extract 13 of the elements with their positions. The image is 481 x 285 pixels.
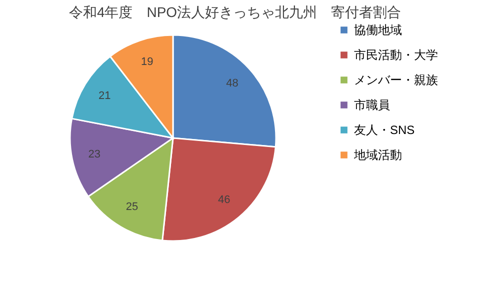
legend-label: 市職員 — [354, 98, 390, 112]
legend-label: 協働地域 — [354, 23, 402, 37]
chart-title: 令和4年度 NPO法人好きっちゃ北九州 寄付者割合 — [68, 4, 402, 20]
data-label: 23 — [88, 148, 100, 161]
data-label: 21 — [98, 90, 111, 102]
legend-label: メンバー・親族 — [354, 73, 438, 87]
data-label: 48 — [226, 78, 238, 90]
data-label: 46 — [218, 194, 230, 206]
legend-label: 地域活動 — [353, 148, 402, 162]
legend-label: 友人・SNS — [354, 123, 415, 137]
data-label: 19 — [140, 56, 154, 68]
data-label: 25 — [126, 201, 138, 214]
legend-label: 市民活動・大学 — [354, 48, 438, 62]
